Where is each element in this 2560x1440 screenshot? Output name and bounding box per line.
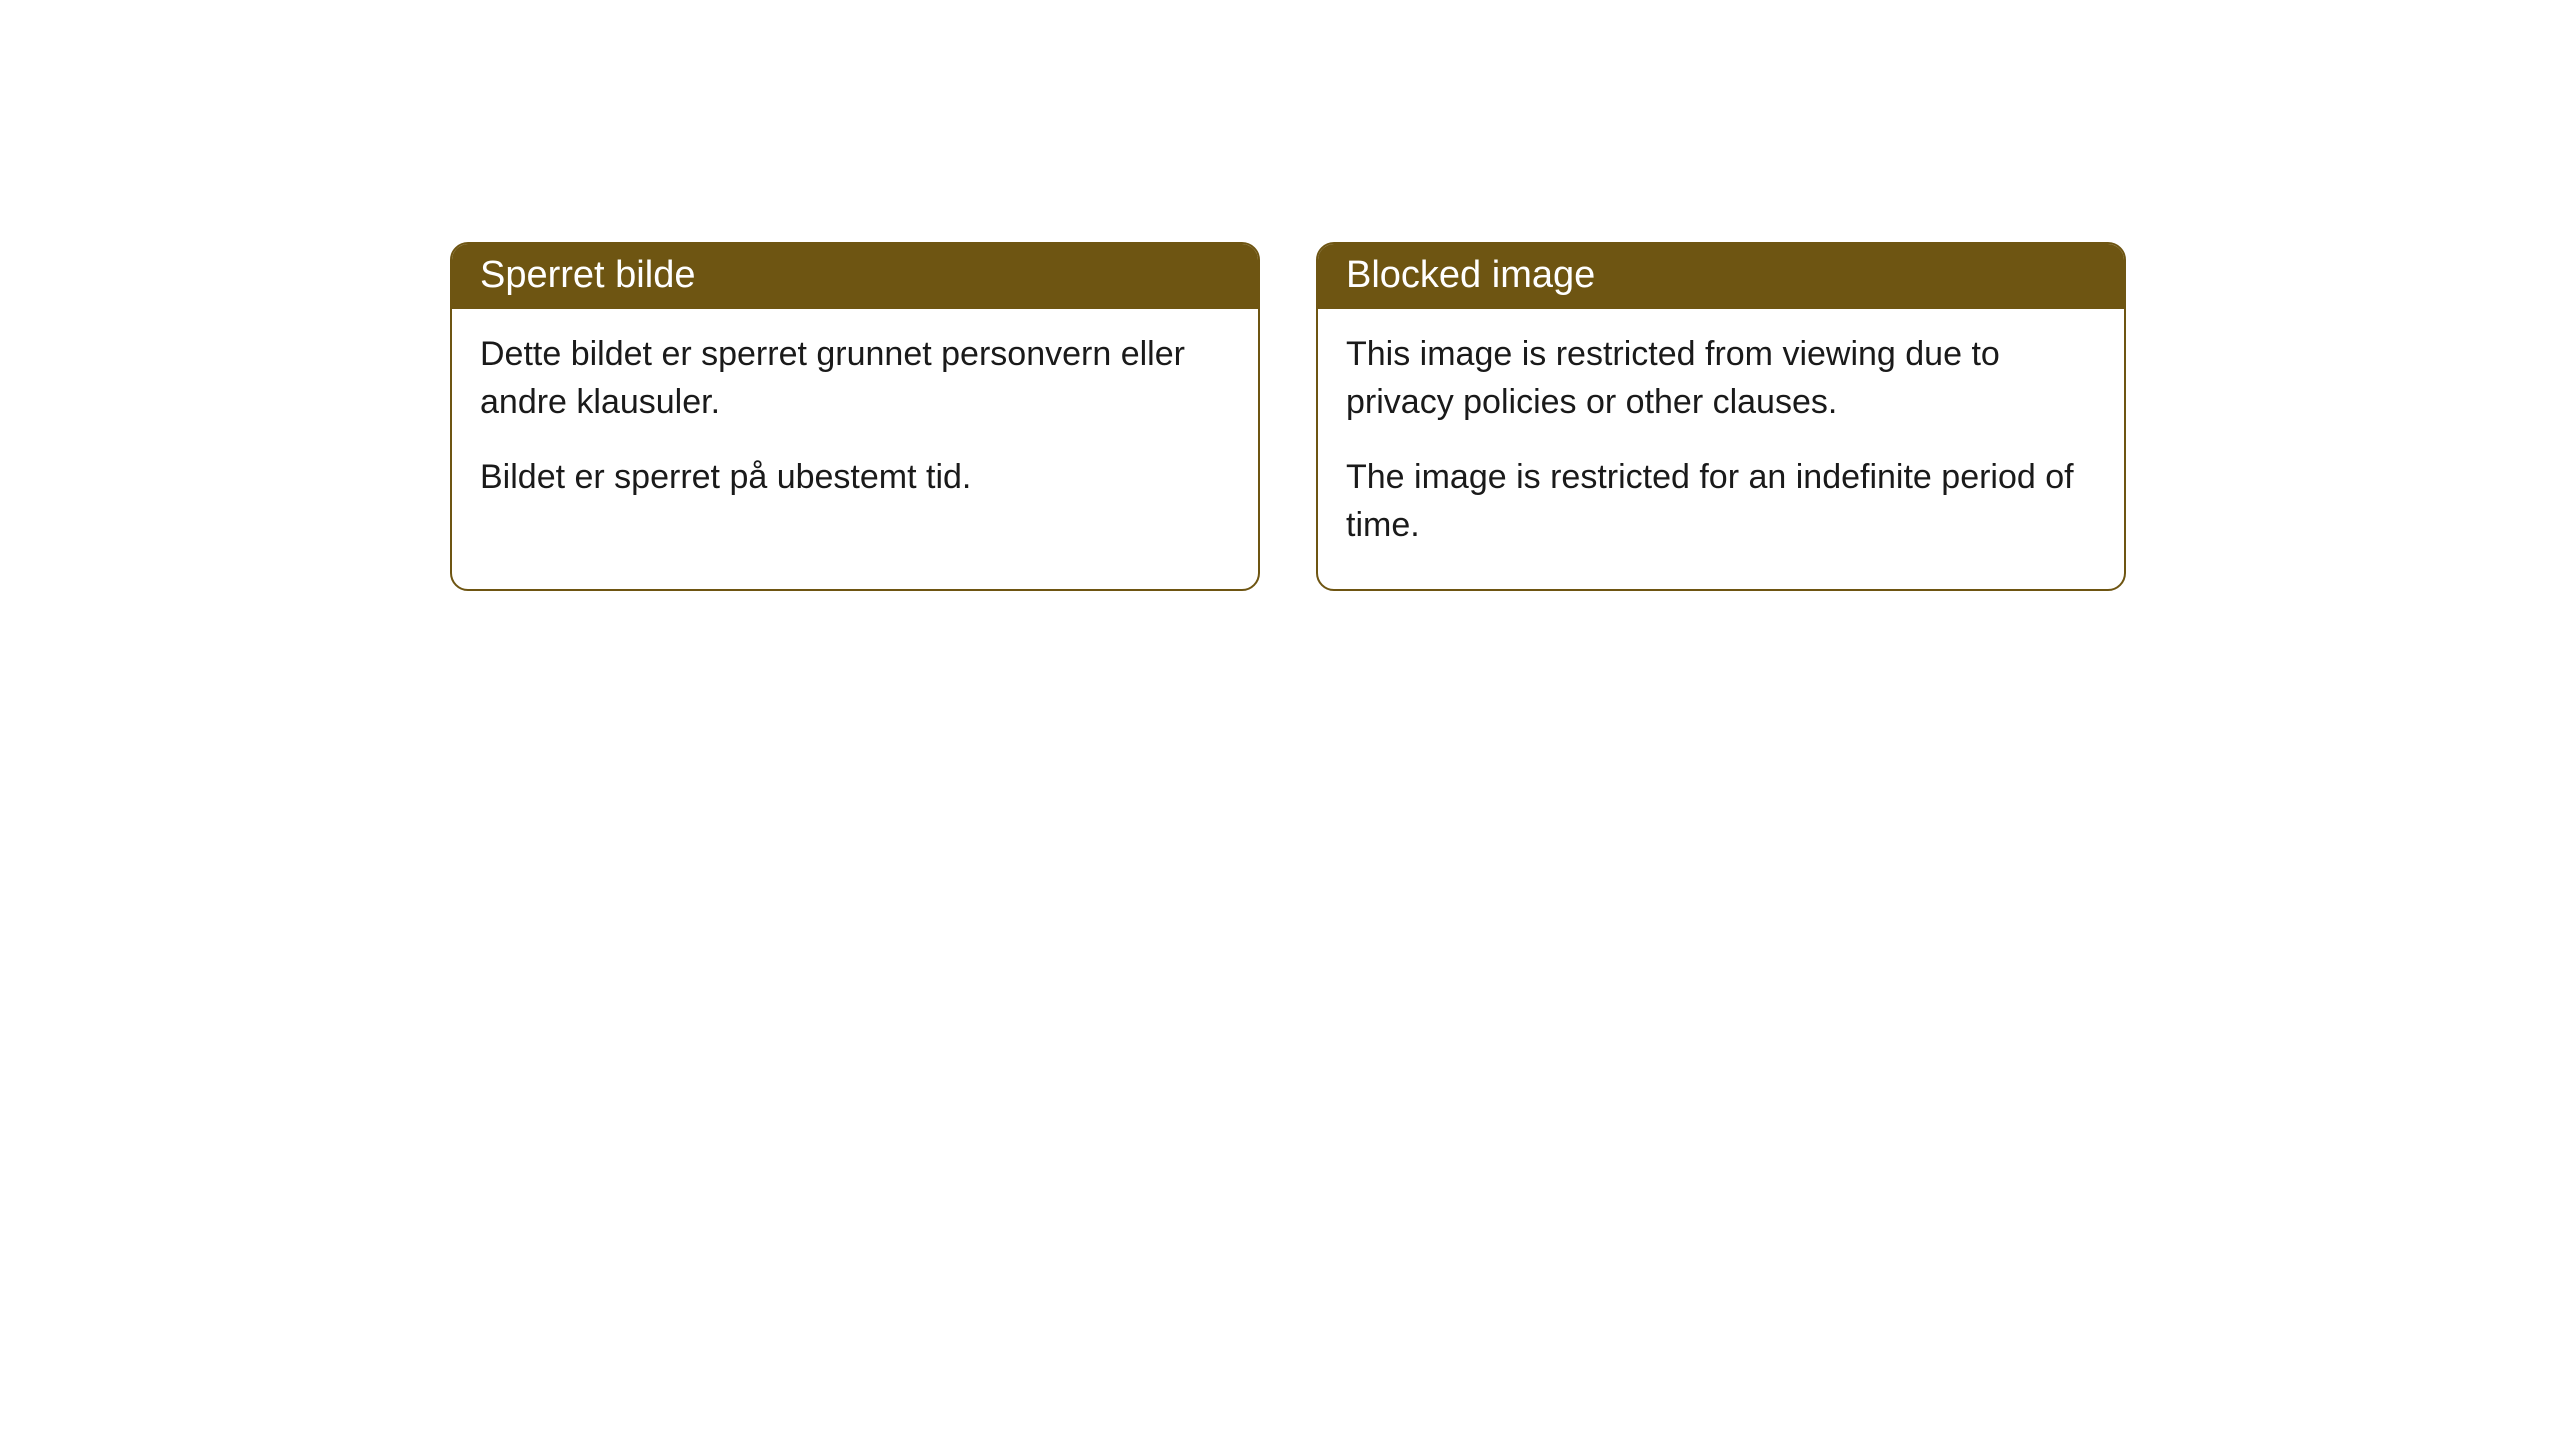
notice-card-english: Blocked image This image is restricted f… [1316,242,2126,591]
notice-container: Sperret bilde Dette bildet er sperret gr… [450,242,2126,591]
card-paragraph: Bildet er sperret på ubestemt tid. [480,454,1230,502]
card-paragraph: The image is restricted for an indefinit… [1346,454,2096,549]
card-header: Sperret bilde [452,244,1258,309]
card-body: This image is restricted from viewing du… [1318,309,2124,589]
card-title: Sperret bilde [480,254,695,296]
card-title: Blocked image [1346,254,1595,296]
card-paragraph: This image is restricted from viewing du… [1346,331,2096,426]
notice-card-norwegian: Sperret bilde Dette bildet er sperret gr… [450,242,1260,591]
card-header: Blocked image [1318,244,2124,309]
card-body: Dette bildet er sperret grunnet personve… [452,309,1258,542]
card-paragraph: Dette bildet er sperret grunnet personve… [480,331,1230,426]
